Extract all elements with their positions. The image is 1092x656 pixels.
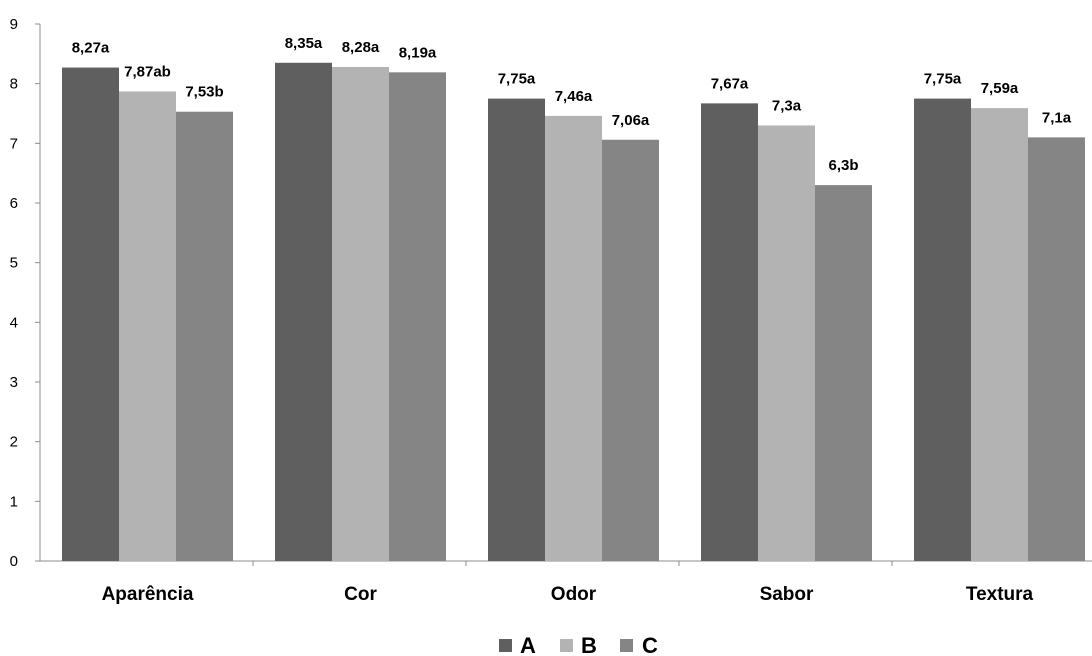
category-label: Aparência: [102, 584, 194, 605]
category-label: Textura: [966, 584, 1034, 605]
category-labels-group: Aparência Cor Odor Sabor Textura: [102, 584, 1034, 605]
y-tick-label: 0: [10, 553, 18, 570]
data-label-a-cor: 8,35a: [285, 35, 323, 52]
data-label-c-odor: 7,06a: [612, 112, 650, 129]
legend-swatch-c: [620, 639, 633, 652]
category-label: Odor: [551, 584, 597, 605]
bar-a-aparência: [62, 67, 119, 561]
bar-b-odor: [545, 115, 602, 562]
bar-b-cor: [332, 66, 389, 562]
data-label-a-sabor: 7,67a: [711, 75, 749, 92]
bar-a-cor: [275, 62, 332, 562]
legend: A B C: [499, 633, 658, 656]
data-label-b-textura: 7,59a: [981, 80, 1019, 97]
bar-b-textura: [971, 108, 1028, 561]
y-tick-label: 1: [10, 493, 18, 510]
category-label: Cor: [344, 584, 377, 605]
data-label-c-sabor: 6,3b: [828, 157, 858, 174]
bar-a-textura: [914, 98, 971, 561]
bar-c-aparência: [176, 111, 233, 562]
y-tick-label: 3: [10, 374, 18, 391]
bar-b-aparência: [119, 91, 176, 561]
bar-a-odor: [488, 98, 545, 561]
data-labels-group: 8,27a 7,87ab 7,53b 8,35a 8,28a 8,19a 7,75a 7,46…: [72, 35, 1072, 174]
data-label-c-aparência: 7,53b: [185, 84, 223, 101]
legend-label-b: B: [581, 633, 597, 656]
bar-c-cor: [389, 72, 446, 561]
category-label: Sabor: [760, 584, 814, 605]
legend-label-a: A: [520, 633, 536, 656]
data-label-a-textura: 7,75a: [924, 71, 962, 88]
bar-series-group: [62, 62, 1085, 562]
bar-c-textura: [1028, 137, 1085, 561]
bar-c-sabor: [815, 185, 872, 561]
y-axis: 0 1 2 3 4 5 6 7 8 9: [10, 16, 41, 570]
data-label-a-odor: 7,75a: [498, 71, 536, 88]
bar-b-sabor: [758, 125, 815, 561]
y-tick-label: 9: [10, 16, 18, 33]
data-label-b-odor: 7,46a: [555, 88, 593, 105]
data-label-a-aparência: 8,27a: [72, 40, 110, 57]
data-label-b-aparência: 7,87ab: [124, 63, 171, 80]
x-axis: [40, 560, 1092, 566]
y-tick-label: 6: [10, 195, 18, 212]
legend-swatch-b: [560, 639, 573, 652]
data-label-b-sabor: 7,3a: [772, 97, 802, 114]
y-tick-label: 4: [10, 314, 18, 331]
y-tick-label: 5: [10, 255, 18, 272]
bar-c-odor: [602, 139, 659, 561]
data-label-c-cor: 8,19a: [399, 44, 437, 61]
bar-a-sabor: [701, 103, 758, 562]
legend-label-c: C: [642, 633, 658, 656]
y-tick-label: 7: [10, 135, 18, 152]
legend-swatch-a: [499, 639, 512, 652]
data-label-c-textura: 7,1a: [1042, 109, 1072, 126]
y-tick-label: 8: [10, 76, 18, 93]
y-tick-label: 2: [10, 434, 18, 451]
data-label-b-cor: 8,28a: [342, 39, 380, 56]
